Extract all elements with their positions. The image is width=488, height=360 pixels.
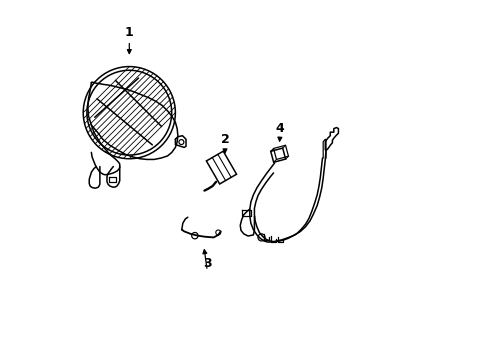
- Text: 3: 3: [203, 257, 211, 270]
- Text: 1: 1: [124, 26, 133, 39]
- Text: 2: 2: [220, 133, 229, 146]
- Text: 4: 4: [275, 122, 284, 135]
